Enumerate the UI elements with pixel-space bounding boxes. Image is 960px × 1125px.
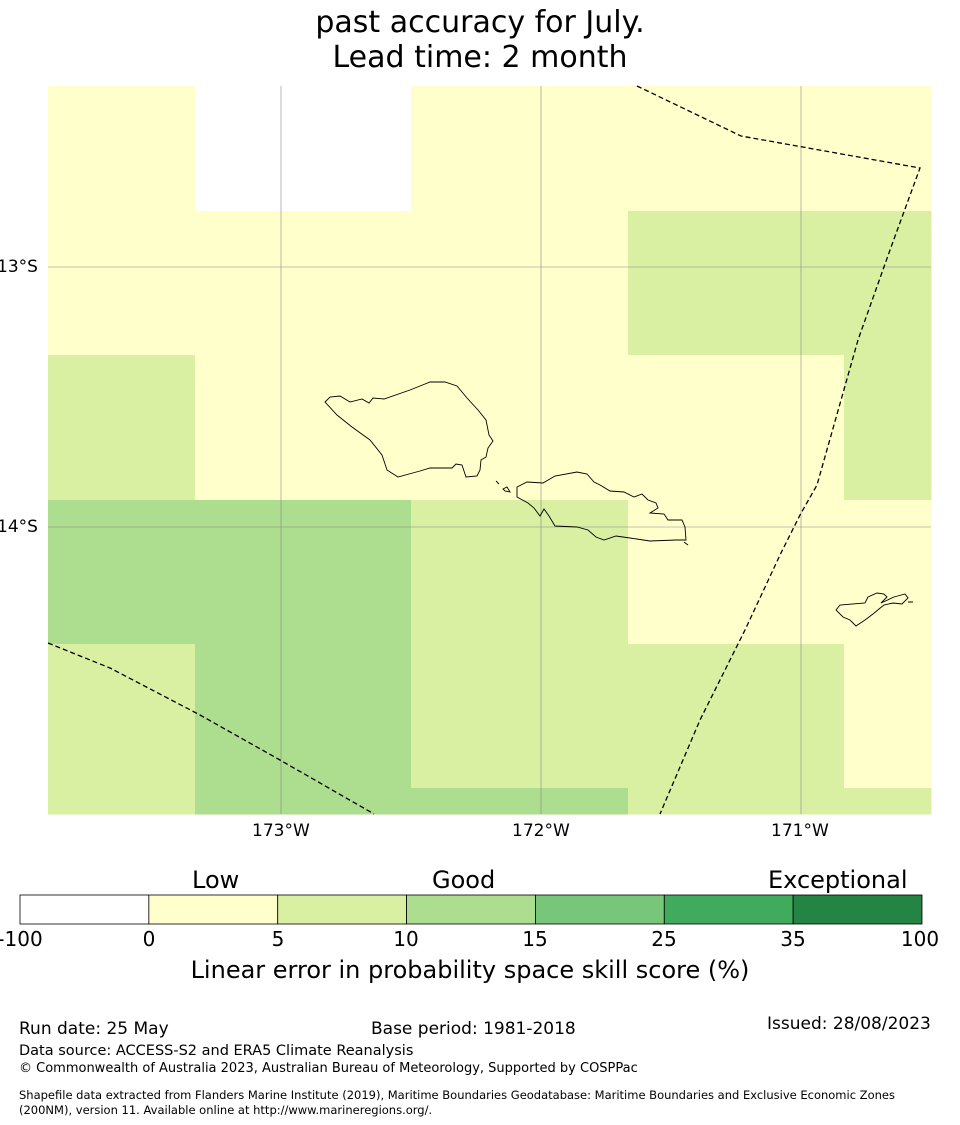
grid-cell [195, 500, 412, 645]
colorbar-segment [663, 894, 794, 925]
copyright: © Commonwealth of Australia 2023, Austra… [19, 1061, 638, 1076]
grid-cell [628, 86, 845, 212]
data-source: Data source: ACCESS-S2 and ERA5 Climate … [19, 1043, 414, 1059]
eez-boundaries [47, 85, 921, 815]
grid-cell [195, 788, 412, 815]
colorbar-segment [535, 894, 665, 925]
grid-cell [411, 86, 629, 212]
grid-cell [844, 788, 932, 815]
grid-cell [48, 788, 196, 815]
grid-cell [411, 355, 629, 501]
colorbar [19, 894, 923, 925]
grid-cell [628, 788, 845, 815]
grid-cell [195, 86, 412, 212]
colorbar-tick: -100 [0, 927, 43, 951]
colorbar-label: Linear error in probability space skill … [190, 956, 750, 984]
grid-cell [844, 500, 932, 645]
grid-cell [411, 644, 629, 789]
grid-cell [48, 500, 196, 645]
category-low: Low [192, 866, 240, 894]
island-tutuila [835, 592, 913, 627]
lat-label-13s: 13°S [0, 257, 38, 277]
grid-cell [844, 211, 932, 356]
colorbar-segment [277, 894, 407, 925]
grid-cell [844, 86, 932, 212]
grid-cell [48, 644, 196, 789]
skill-grid [48, 86, 932, 815]
colorbar-tick: 35 [780, 927, 806, 951]
colorbar-segment [406, 894, 536, 925]
title-line-2: Lead time: 2 month [332, 40, 628, 75]
island-apolima [495, 480, 500, 485]
island-savaii [324, 381, 494, 478]
colorbar-tick: 10 [393, 927, 419, 951]
run-date: Run date: 25 May [19, 1019, 169, 1039]
colorbar-tick: 5 [271, 927, 285, 951]
coastlines [324, 381, 913, 627]
category-good: Good [432, 866, 496, 894]
grid-cell [411, 500, 629, 645]
grid-cell [48, 86, 196, 212]
island-upolu [516, 471, 689, 546]
lon-label-172w: 172°W [512, 821, 570, 841]
shapefile-credit-line-1: Shapefile data extracted from Flanders M… [19, 1088, 895, 1102]
grid-cell [628, 500, 845, 645]
colorbar-tick: 100 [900, 927, 940, 951]
grid-cell [195, 355, 412, 501]
lon-label-173w: 173°W [252, 821, 310, 841]
eez-boundary-east [636, 85, 921, 815]
skill-map [47, 85, 932, 815]
grid-cell [48, 211, 196, 356]
eez-boundary-southwest [47, 642, 375, 815]
colorbar-segment [148, 894, 279, 925]
grid-cell [628, 644, 845, 789]
title-line-1: past accuracy for July. [315, 5, 645, 40]
grid-cell [48, 355, 196, 501]
base-period: Base period: 1981-2018 [371, 1019, 576, 1039]
grid-cell [411, 211, 629, 356]
grid-cell [411, 788, 629, 815]
colorbar-tick: 0 [142, 927, 156, 951]
grid-cell [195, 644, 412, 789]
grid-cell [628, 211, 845, 356]
lon-label-171w: 171°W [771, 821, 829, 841]
island-manono [502, 486, 511, 493]
category-exceptional: Exceptional [768, 866, 908, 894]
colorbar-tick: 25 [651, 927, 677, 951]
grid-cell [195, 211, 412, 356]
colorbar-tick: 15 [522, 927, 548, 951]
grid-cell [844, 355, 932, 501]
shapefile-credit-line-2: (200NM), version 11. Available online at… [19, 1103, 433, 1117]
grid-cell [628, 355, 845, 501]
issued-date: Issued: 28/08/2023 [767, 1014, 931, 1034]
graticule [48, 86, 931, 814]
colorbar-segment [792, 894, 923, 925]
colorbar-segment [19, 894, 150, 925]
grid-cell [844, 644, 932, 789]
lat-label-14s: 14°S [0, 517, 38, 537]
